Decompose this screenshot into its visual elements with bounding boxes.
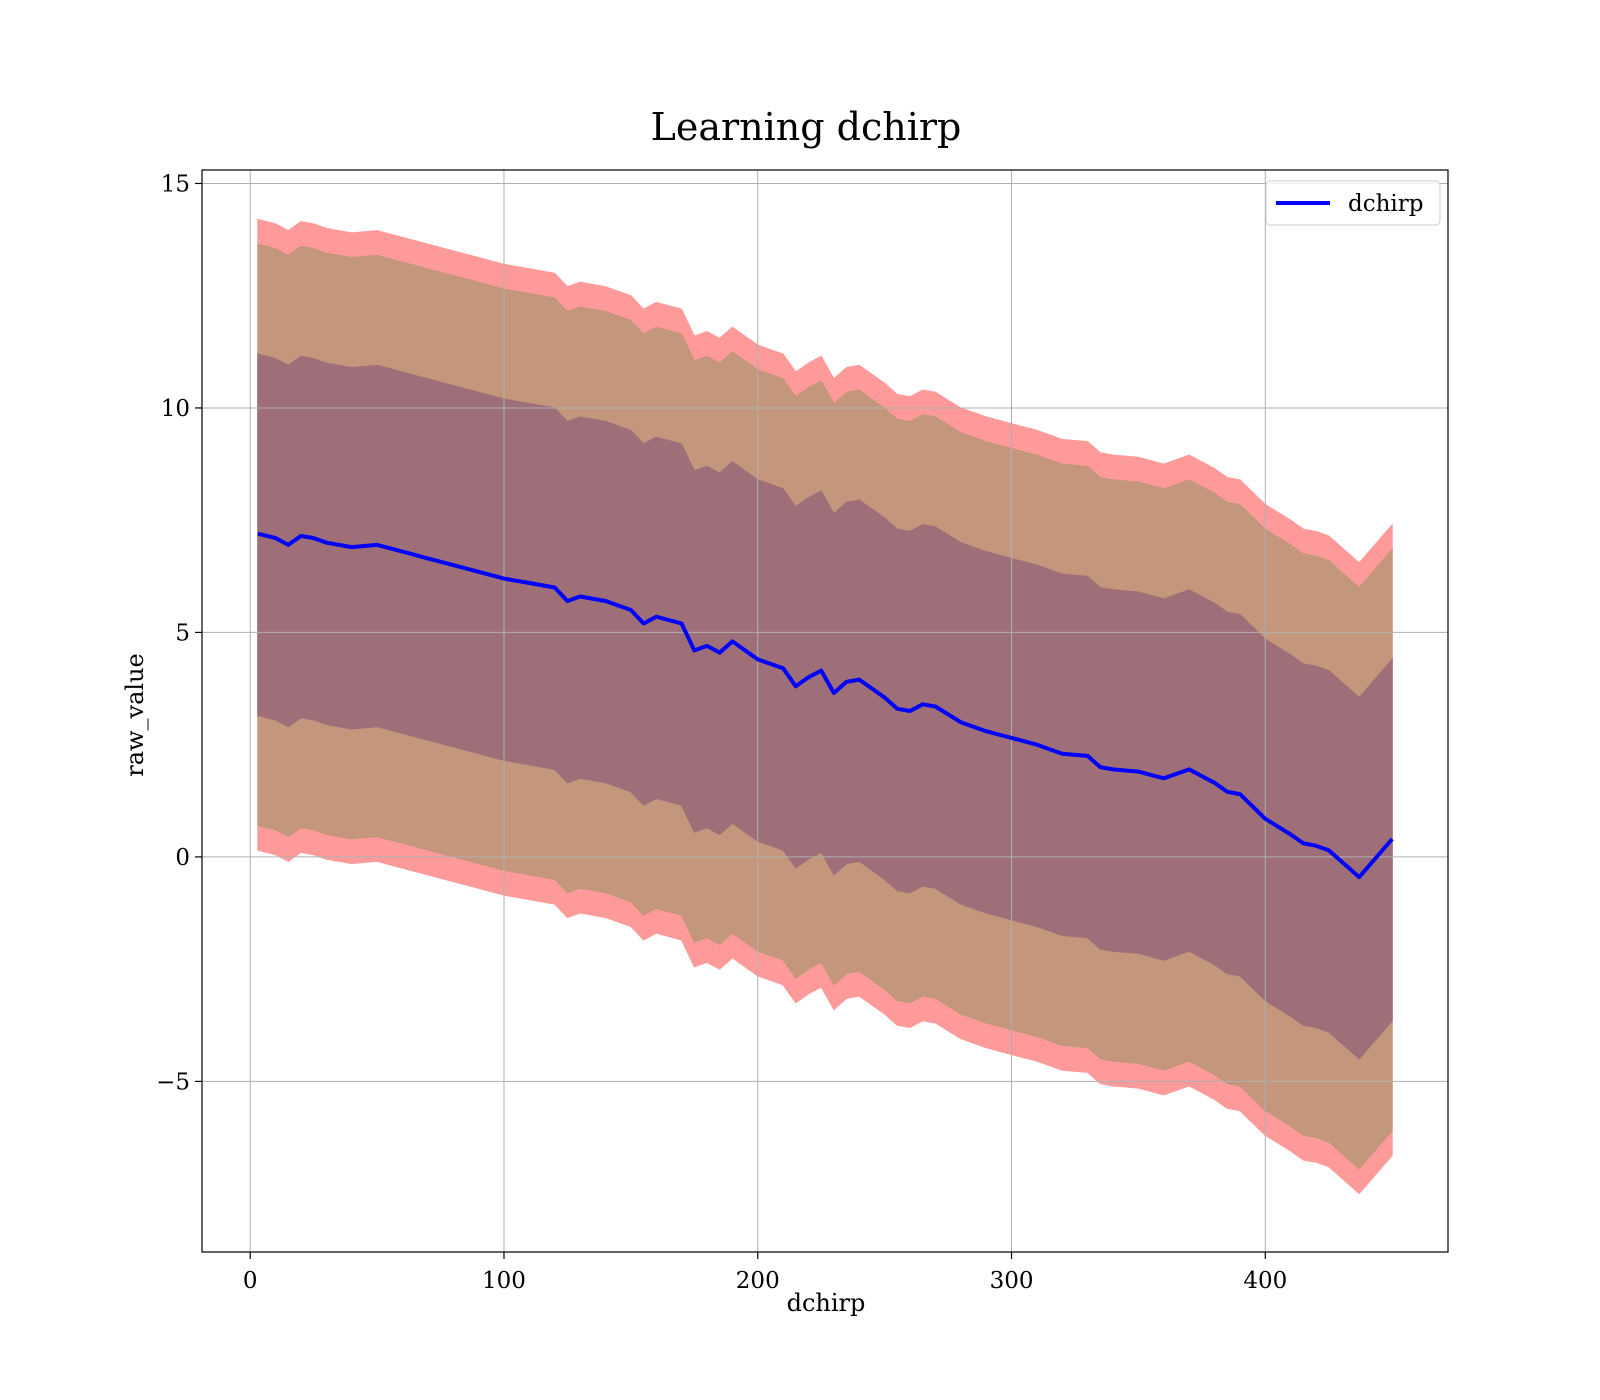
legend-box	[1265, 180, 1441, 226]
y-tick-label: 5	[175, 620, 190, 646]
x-tick-label: 400	[1243, 1268, 1287, 1294]
plot-frame	[201, 169, 1449, 1253]
x-tick-label: 300	[990, 1268, 1034, 1294]
y-tick-label: 10	[161, 396, 190, 422]
y-axis-ticks: 15 10 5 0 −5	[156, 171, 202, 1095]
series-line-dchirp	[257, 531, 1394, 880]
plot-area	[201, 169, 1449, 1253]
confidence-bands	[257, 218, 1393, 1195]
chart-title: Learning dchirp	[651, 105, 962, 149]
series-lines	[257, 531, 1394, 880]
x-axis-ticks: 0 100 200 300 400	[243, 1252, 1287, 1294]
x-axis-label: dchirp	[787, 1289, 866, 1317]
x-tick-label: 100	[482, 1268, 526, 1294]
y-axis-label: raw_value	[121, 653, 149, 777]
legend: dchirp	[1265, 180, 1441, 226]
x-tick-label: 0	[243, 1268, 258, 1294]
confidence-band-3	[257, 353, 1393, 1060]
y-tick-label: 15	[161, 171, 190, 197]
gridlines	[202, 170, 1448, 1252]
x-tick-label: 200	[736, 1268, 780, 1294]
y-tick-label: −5	[156, 1069, 190, 1095]
y-tick-label: 0	[175, 845, 190, 871]
legend-label-dchirp: dchirp	[1348, 191, 1424, 217]
